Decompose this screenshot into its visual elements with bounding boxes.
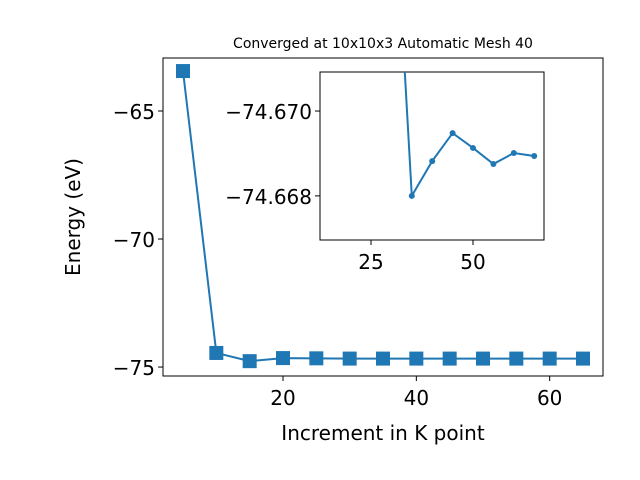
- marker: [509, 351, 524, 366]
- y-tick-label: −65: [113, 100, 155, 124]
- marker: [576, 351, 590, 366]
- marker: [531, 153, 538, 159]
- series-group: [403, 72, 538, 200]
- marker: [276, 351, 290, 366]
- marker: [542, 351, 557, 366]
- y-axis-label: Energy (eV): [61, 158, 85, 276]
- marker: [342, 351, 357, 366]
- y-tick-label: −74.670: [225, 100, 312, 124]
- marker: [376, 351, 390, 366]
- marker: [510, 150, 517, 157]
- x-tick-label: 20: [270, 386, 295, 410]
- marker: [176, 64, 190, 79]
- marker: [449, 130, 456, 137]
- y-tick-label: −74.668: [225, 185, 312, 209]
- series-line: [403, 72, 535, 200]
- x-axis-label: Increment in K point: [281, 421, 485, 445]
- chart-title: Converged at 10x10x3 Automatic Mesh 40: [233, 36, 533, 52]
- marker: [209, 345, 224, 360]
- marker: [442, 351, 457, 366]
- marker: [242, 354, 257, 369]
- y-tick-label: −75: [113, 356, 155, 380]
- marker: [309, 351, 324, 366]
- series-group: [176, 64, 590, 369]
- marker: [490, 161, 497, 168]
- x-tick-label: 60: [537, 386, 562, 410]
- x-tick-label: 25: [358, 250, 383, 274]
- x-tick-label: 50: [460, 250, 485, 274]
- y-tick-label: −70: [113, 228, 155, 252]
- marker: [476, 351, 490, 366]
- marker: [409, 351, 424, 366]
- marker: [470, 144, 477, 151]
- marker: [408, 192, 415, 199]
- marker: [429, 158, 436, 165]
- x-tick-label: 40: [404, 386, 429, 410]
